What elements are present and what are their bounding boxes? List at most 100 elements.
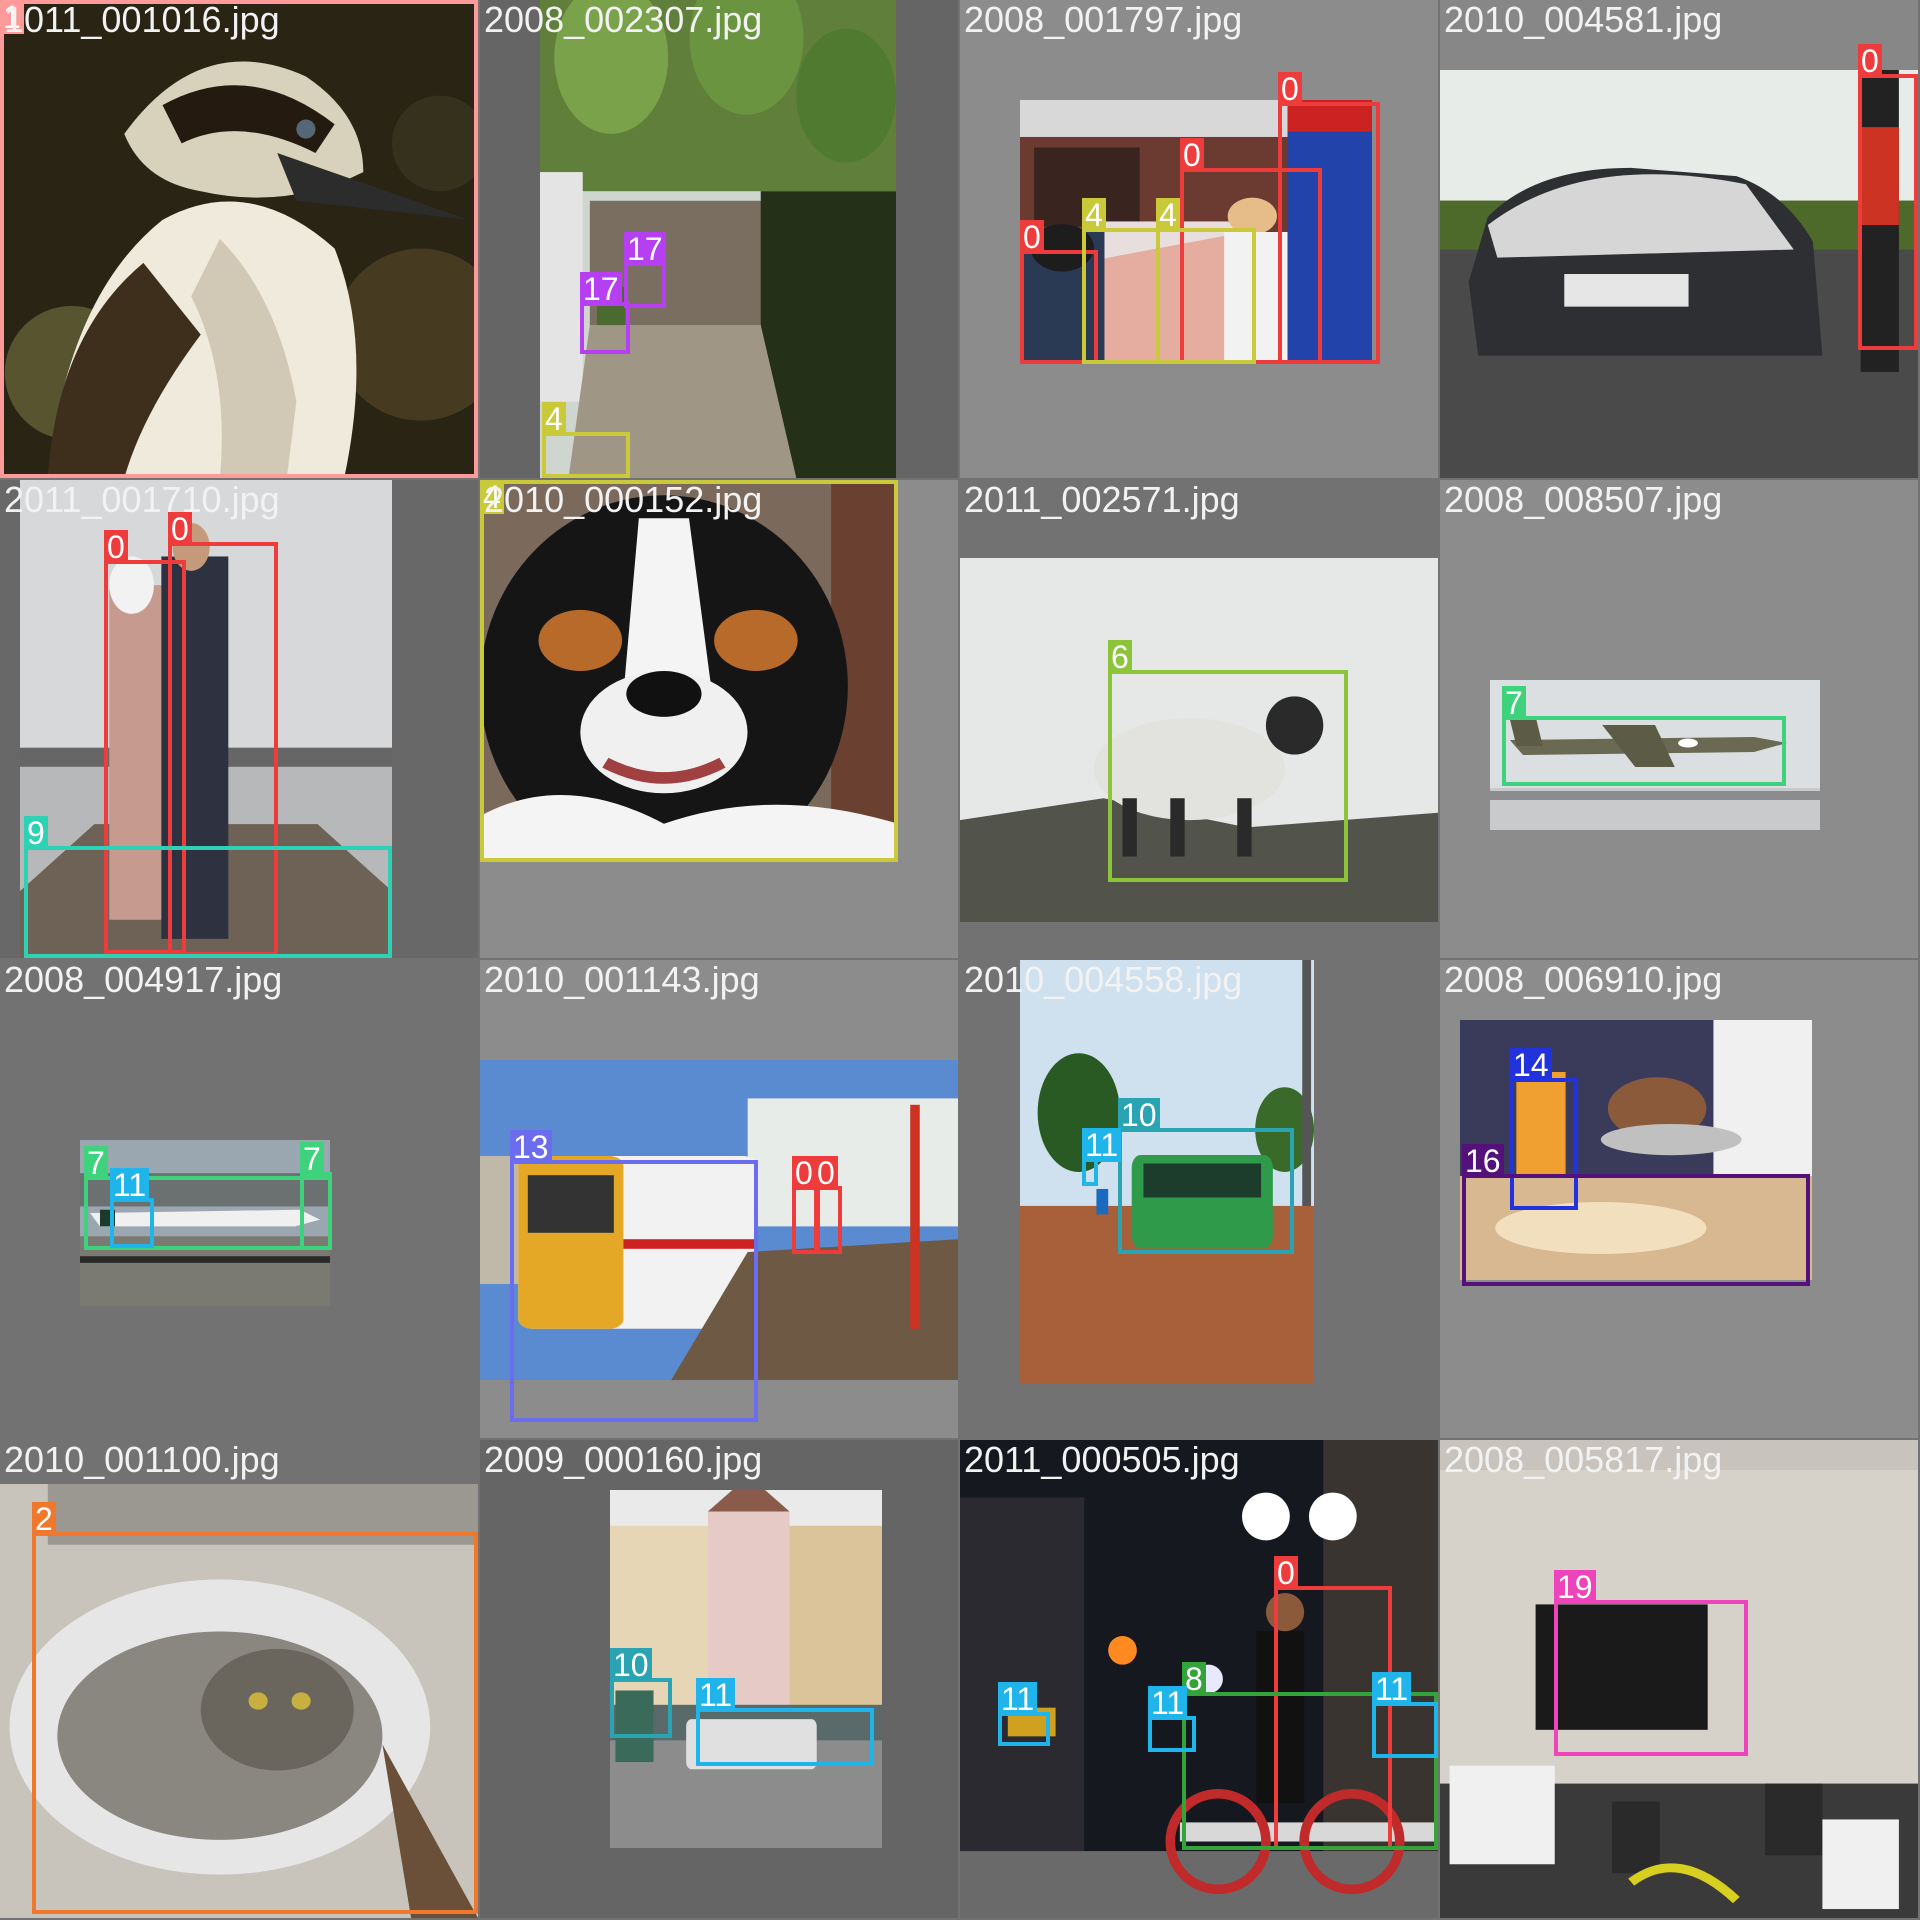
image-tile: 0 8 11 11 11 2011_000505.jpg [960,1440,1438,1918]
image-tile: 17 17 4 2008_002307.jpg [480,0,958,478]
image-tile: 7 2008_008507.jpg [1440,480,1918,958]
class-label: 0 [814,1156,838,1190]
filename-label: 2011_002571.jpg [964,480,1240,520]
filename-label: 2010_001100.jpg [4,1440,280,1480]
bounding-box: 16 [1462,1144,1810,1286]
image-tile: 0 2010_004581.jpg [1440,0,1918,478]
image-tile: 14 16 2008_006910.jpg [1440,960,1918,1438]
image-tile: 10 11 2010_004558.jpg [960,960,1438,1438]
bounding-box: 0 [792,1156,820,1254]
photo-garden [540,0,896,478]
class-label: 0 [1020,220,1044,254]
class-label: 11 [1372,1672,1412,1706]
class-label: 0 [1858,44,1882,78]
bounding-box: 11 [696,1678,874,1766]
bounding-box: 4 [480,480,898,862]
filename-label: 2008_001797.jpg [964,0,1243,40]
image-tile: 1 1011_001016.jpg [0,0,478,478]
class-label: 0 [1278,72,1302,106]
class-label: 10 [610,1648,652,1682]
bounding-box: 4 [1156,198,1256,364]
class-label: 4 [1082,198,1106,232]
bounding-box: 17 [624,232,666,308]
bounding-box: 7 [84,1146,332,1250]
class-label: 0 [168,512,192,546]
class-label: 17 [624,232,666,266]
bounding-box: 0 [104,530,186,954]
photo-plane [1490,680,1820,830]
bounding-box: 11 [1372,1672,1438,1758]
bounding-box: 0 [814,1156,842,1254]
photo-cat [0,1484,478,1918]
bounding-box: 11 [110,1168,154,1248]
bounding-box: 10 [1118,1098,1294,1254]
photo-parade [1020,100,1372,364]
bounding-box: 14 [1510,1048,1578,1210]
class-label: 0 [1180,138,1204,172]
class-label: 19 [1554,1570,1596,1604]
class-label: 4 [1156,198,1180,232]
photo-sheep [960,558,1438,922]
photo-boat [20,480,392,958]
bounding-box: 2 [32,1502,478,1914]
class-label: 13 [510,1130,552,1164]
class-label: 17 [580,272,622,306]
photo-kookaburra [0,0,478,478]
image-tile: 0 0 9 2011_001710.jpg [0,480,478,958]
image-tile: 2 2010_001100.jpg [0,1440,478,1918]
bounding-box: 4 [1082,198,1160,364]
filename-label: 2008_006910.jpg [1444,960,1723,1000]
image-tile: 6 2011_002571.jpg [960,480,1438,958]
class-label: 7 [1502,686,1526,720]
photo-bus [1020,960,1314,1384]
class-label: 6 [1108,640,1132,674]
class-label: 11 [1082,1128,1122,1162]
class-label: 4 [542,402,566,436]
bounding-box: 0 [1020,220,1098,364]
class-label: 11 [696,1678,736,1712]
bounding-box: 11 [998,1682,1050,1746]
bounding-box: 7 [300,1142,332,1250]
image-tile: 0 0 0 4 4 2008_001797.jpg [960,0,1438,478]
class-label: 11 [1148,1686,1188,1720]
bounding-box: 4 [542,402,630,478]
bounding-box: 1 [0,0,478,478]
class-label: 7 [300,1142,324,1176]
class-label: 14 [1510,1048,1552,1082]
photo-dog [480,480,898,862]
photo-car [1440,70,1918,478]
class-label: 0 [792,1156,816,1190]
class-label: 11 [998,1682,1038,1716]
filename-label: 2010_004581.jpg [1444,0,1723,40]
bounding-box: 19 [1554,1570,1748,1756]
image-tile: 7 7 11 2008_004917.jpg [0,960,478,1438]
photo-tv [1440,1470,1918,1918]
class-label: 4 [480,480,504,514]
bounding-box: 13 [510,1130,758,1422]
class-label: 8 [1182,1662,1206,1696]
bounding-box: 11 [1148,1686,1196,1752]
photo-cat-bowl [1460,1020,1812,1280]
photo-night [960,1440,1438,1918]
class-label: 0 [1274,1556,1298,1590]
image-tile: 13 0 0 2010_001143.jpg [480,960,958,1438]
class-label: 0 [104,530,128,564]
class-label: 9 [24,816,48,850]
bounding-box: 9 [24,816,392,958]
photo-train [480,1060,958,1380]
bounding-box: 0 [1278,72,1380,364]
bounding-box: 10 [610,1648,672,1738]
image-tile: 19 2008_005817.jpg [1440,1440,1918,1918]
bounding-box: 0 [1858,44,1918,350]
class-label: 2 [32,1502,56,1536]
class-label: 1 [0,0,24,34]
bounding-box: 17 [580,272,630,354]
bounding-box: 8 [1182,1662,1438,1850]
class-label: 16 [1462,1144,1504,1178]
image-tile: 4 2010_000152.jpg [480,480,958,958]
bounding-box: 11 [1082,1128,1122,1186]
filename-label: 2010_001143.jpg [484,960,760,1000]
bounding-box: 6 [1108,640,1348,882]
class-label: 11 [110,1168,150,1202]
